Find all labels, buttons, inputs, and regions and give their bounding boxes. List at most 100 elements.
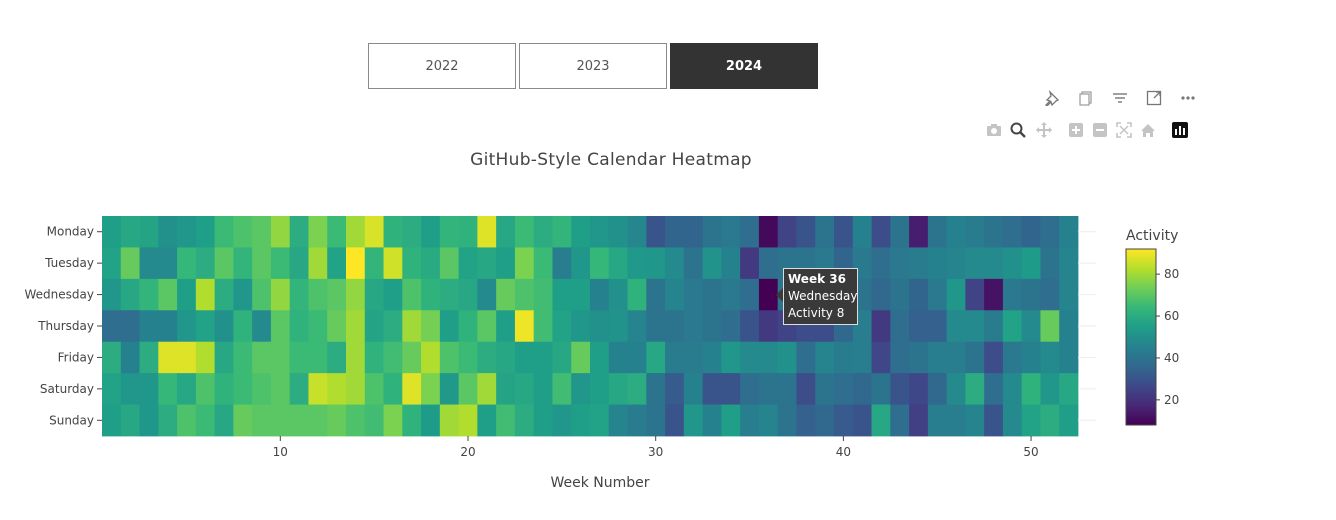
heatmap-cell[interactable] bbox=[984, 310, 1004, 343]
heatmap-cell[interactable] bbox=[102, 341, 122, 374]
heatmap-cell[interactable] bbox=[533, 278, 553, 311]
year-tab-2024[interactable]: 2024 bbox=[670, 43, 818, 89]
heatmap-cell[interactable] bbox=[758, 278, 779, 311]
heatmap-cell[interactable] bbox=[777, 404, 797, 437]
heatmap-cell[interactable] bbox=[646, 373, 666, 405]
heatmap-cell[interactable] bbox=[871, 216, 891, 248]
heatmap-cell[interactable] bbox=[102, 373, 122, 405]
heatmap-cell[interactable] bbox=[195, 373, 216, 405]
heatmap-cell[interactable] bbox=[214, 278, 234, 311]
heatmap-cell[interactable] bbox=[252, 247, 272, 280]
heatmap-cell[interactable] bbox=[458, 341, 478, 374]
heatmap-cell[interactable] bbox=[252, 278, 272, 311]
heatmap-cell[interactable] bbox=[496, 404, 516, 437]
heatmap-cell[interactable] bbox=[496, 278, 516, 311]
heatmap-cell[interactable] bbox=[1059, 341, 1079, 374]
heatmap-cell[interactable] bbox=[552, 341, 572, 374]
heatmap-cell[interactable] bbox=[1059, 404, 1079, 437]
heatmap-cell[interactable] bbox=[683, 404, 704, 437]
heatmap-cell[interactable] bbox=[665, 373, 685, 405]
heatmap-cell[interactable] bbox=[364, 341, 384, 374]
heatmap-cell[interactable] bbox=[909, 373, 929, 405]
heatmap-cell[interactable] bbox=[327, 216, 347, 248]
heatmap-cell[interactable] bbox=[102, 247, 122, 280]
heatmap-cell[interactable] bbox=[421, 310, 441, 343]
heatmap-cell[interactable] bbox=[777, 341, 797, 374]
heatmap-cell[interactable] bbox=[552, 310, 572, 343]
heatmap-cell[interactable] bbox=[665, 404, 685, 437]
heatmap-cell[interactable] bbox=[1021, 341, 1041, 374]
heatmap-cell[interactable] bbox=[984, 404, 1004, 437]
heatmap-cell[interactable] bbox=[158, 404, 178, 437]
heatmap-cell[interactable] bbox=[514, 247, 535, 280]
autoscale-icon[interactable] bbox=[1114, 120, 1134, 140]
heatmap-cell[interactable] bbox=[1021, 373, 1041, 405]
heatmap-cell[interactable] bbox=[627, 373, 647, 405]
heatmap-cell[interactable] bbox=[927, 310, 948, 343]
heatmap-cell[interactable] bbox=[683, 216, 704, 248]
heatmap-cell[interactable] bbox=[946, 247, 966, 280]
heatmap-cell[interactable] bbox=[571, 373, 591, 405]
heatmap-cell[interactable] bbox=[402, 247, 422, 280]
heatmap-cell[interactable] bbox=[402, 373, 422, 405]
heatmap-cell[interactable] bbox=[552, 247, 572, 280]
heatmap-cell[interactable] bbox=[571, 310, 591, 343]
heatmap-cell[interactable] bbox=[1002, 310, 1023, 343]
heatmap-cell[interactable] bbox=[102, 278, 122, 311]
heatmap-cell[interactable] bbox=[758, 216, 779, 248]
heatmap-cell[interactable] bbox=[270, 278, 291, 311]
heatmap-cell[interactable] bbox=[270, 247, 291, 280]
heatmap-cell[interactable] bbox=[477, 404, 497, 437]
heatmap-cell[interactable] bbox=[758, 404, 779, 437]
heatmap-cell[interactable] bbox=[289, 278, 309, 311]
heatmap-cell[interactable] bbox=[421, 341, 441, 374]
heatmap-cell[interactable] bbox=[646, 278, 666, 311]
heatmap-cell[interactable] bbox=[195, 404, 216, 437]
heatmap-cell[interactable] bbox=[195, 216, 216, 248]
heatmap-cell[interactable] bbox=[777, 373, 797, 405]
heatmap-cell[interactable] bbox=[777, 216, 797, 248]
heatmap-cell[interactable] bbox=[796, 404, 816, 437]
heatmap-cell[interactable] bbox=[102, 310, 122, 343]
heatmap-cell[interactable] bbox=[1059, 216, 1079, 248]
heatmap-cell[interactable] bbox=[552, 278, 572, 311]
heatmap-cell[interactable] bbox=[308, 310, 328, 343]
heatmap-cell[interactable] bbox=[927, 373, 948, 405]
heatmap-cell[interactable] bbox=[402, 341, 422, 374]
heatmap-cell[interactable] bbox=[909, 341, 929, 374]
heatmap-cell[interactable] bbox=[909, 247, 929, 280]
heatmap-cell[interactable] bbox=[364, 310, 384, 343]
heatmap-cell[interactable] bbox=[890, 216, 910, 248]
heatmap-cell[interactable] bbox=[289, 247, 309, 280]
heatmap-cell[interactable] bbox=[402, 278, 422, 311]
heatmap-cell[interactable] bbox=[270, 310, 291, 343]
heatmap-cell[interactable] bbox=[308, 278, 328, 311]
heatmap-cell[interactable] bbox=[834, 373, 854, 405]
heatmap-cell[interactable] bbox=[252, 216, 272, 248]
heatmap-cell[interactable] bbox=[683, 373, 704, 405]
heatmap-cell[interactable] bbox=[590, 247, 610, 280]
zoom-icon[interactable] bbox=[1008, 120, 1028, 140]
heatmap-cell[interactable] bbox=[683, 310, 704, 343]
heatmap-cell[interactable] bbox=[646, 216, 666, 248]
heatmap-cell[interactable] bbox=[270, 216, 291, 248]
heatmap-cell[interactable] bbox=[590, 310, 610, 343]
heatmap-cell[interactable] bbox=[195, 247, 216, 280]
heatmap-cell[interactable] bbox=[984, 341, 1004, 374]
heatmap-cell[interactable] bbox=[308, 216, 328, 248]
heatmap-cell[interactable] bbox=[552, 216, 572, 248]
heatmap-cell[interactable] bbox=[627, 404, 647, 437]
heatmap-cell[interactable] bbox=[627, 310, 647, 343]
heatmap-cell[interactable] bbox=[909, 310, 929, 343]
heatmap-cell[interactable] bbox=[158, 341, 178, 374]
heatmap-cell[interactable] bbox=[740, 310, 760, 343]
heatmap-cell[interactable] bbox=[477, 247, 497, 280]
heatmap-cell[interactable] bbox=[571, 247, 591, 280]
heatmap-cell[interactable] bbox=[590, 341, 610, 374]
heatmap-cell[interactable] bbox=[721, 278, 741, 311]
heatmap-cell[interactable] bbox=[852, 373, 872, 405]
heatmap-cell[interactable] bbox=[796, 373, 816, 405]
heatmap-cell[interactable] bbox=[327, 278, 347, 311]
heatmap-cell[interactable] bbox=[439, 341, 460, 374]
